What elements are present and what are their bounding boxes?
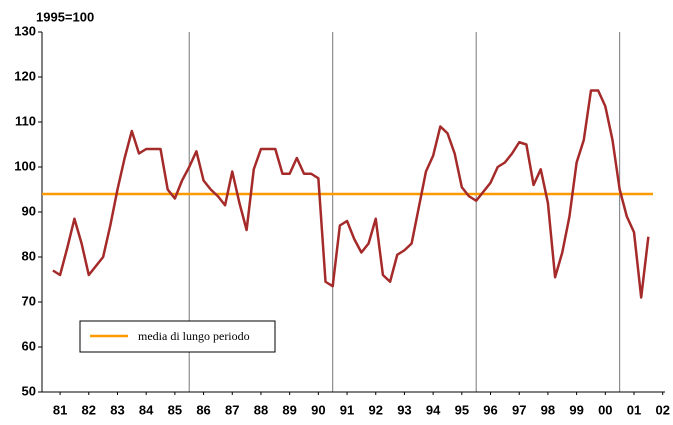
y-tick-label: 80 — [22, 248, 36, 263]
x-tick-label: 83 — [110, 402, 124, 417]
x-tick-label: 87 — [225, 402, 239, 417]
x-tick-label: 85 — [168, 402, 182, 417]
y-tick-label: 100 — [14, 158, 36, 173]
x-tick-label: 02 — [655, 402, 669, 417]
y-tick-label: 110 — [15, 113, 36, 128]
x-tick-label: 82 — [82, 402, 96, 417]
x-tick-label: 00 — [598, 402, 612, 417]
x-tick-label: 95 — [455, 402, 469, 417]
y-tick-label: 90 — [22, 203, 36, 218]
y-tick-label: 60 — [22, 338, 36, 353]
x-tick-label: 01 — [627, 402, 641, 417]
y-tick-label: 70 — [22, 293, 36, 308]
y-tick-label: 50 — [22, 383, 36, 398]
x-tick-label: 92 — [369, 402, 383, 417]
x-tick-label: 99 — [569, 402, 583, 417]
data-line — [52, 89, 650, 299]
x-tick-label: 98 — [541, 402, 555, 417]
x-tick-label: 89 — [282, 402, 296, 417]
x-tick-label: 88 — [254, 402, 268, 417]
x-tick-label: 94 — [426, 402, 441, 417]
x-tick-label: 86 — [196, 402, 210, 417]
x-tick-label: 93 — [397, 402, 411, 417]
x-tick-label: 91 — [340, 402, 354, 417]
x-tick-label: 97 — [512, 402, 526, 417]
chart-subtitle: 1995=100 — [36, 9, 94, 24]
y-tick-label: 130 — [14, 23, 36, 38]
x-tick-label: 90 — [311, 402, 325, 417]
x-tick-label: 96 — [483, 402, 497, 417]
x-tick-label: 84 — [139, 402, 154, 417]
y-tick-label: 120 — [14, 68, 36, 83]
legend-label: media di lungo periodo — [138, 329, 250, 343]
x-tick-label: 81 — [53, 402, 67, 417]
